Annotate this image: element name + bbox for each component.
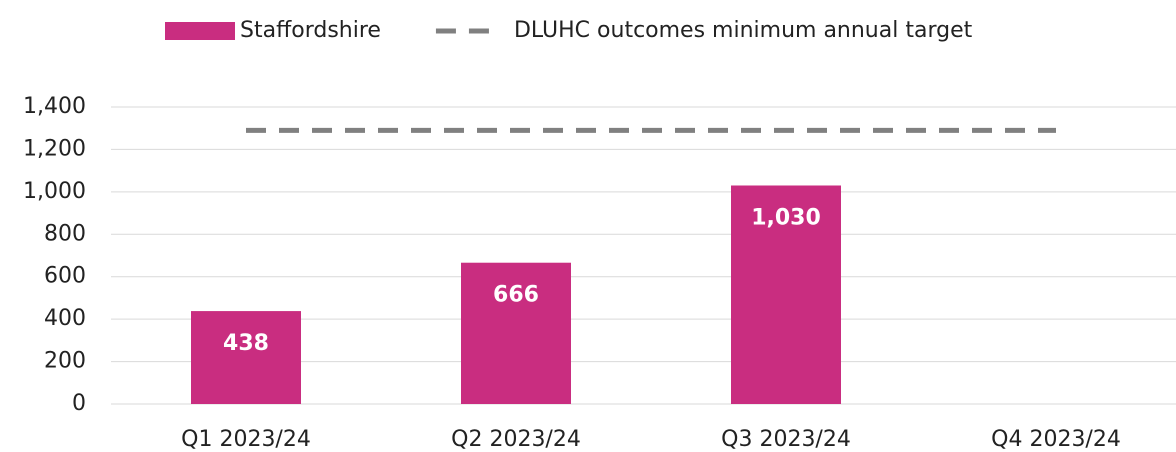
y-tick-label: 800 xyxy=(44,221,86,246)
y-tick-label: 1,200 xyxy=(23,136,86,161)
y-tick-label: 200 xyxy=(44,349,86,374)
legend-label: DLUHC outcomes minimum annual target xyxy=(514,18,973,43)
y-tick-label: 600 xyxy=(44,264,86,289)
x-tick-label: Q2 2023/24 xyxy=(451,427,581,452)
y-tick-label: 0 xyxy=(72,391,86,416)
x-tick-label: Q1 2023/24 xyxy=(181,427,311,452)
x-tick-label: Q3 2023/24 xyxy=(721,427,851,452)
bar xyxy=(731,185,841,404)
x-tick-label: Q4 2023/24 xyxy=(991,427,1121,452)
legend-swatch xyxy=(165,22,235,40)
bar xyxy=(461,262,571,404)
y-tick-label: 1,400 xyxy=(23,94,86,119)
y-tick-label: 400 xyxy=(44,306,86,331)
y-tick-label: 1,000 xyxy=(23,179,86,204)
data-label: 666 xyxy=(493,283,539,308)
legend-label: Staffordshire xyxy=(240,18,381,43)
bar xyxy=(191,311,301,404)
data-label: 1,030 xyxy=(751,205,821,230)
data-label: 438 xyxy=(223,331,269,356)
